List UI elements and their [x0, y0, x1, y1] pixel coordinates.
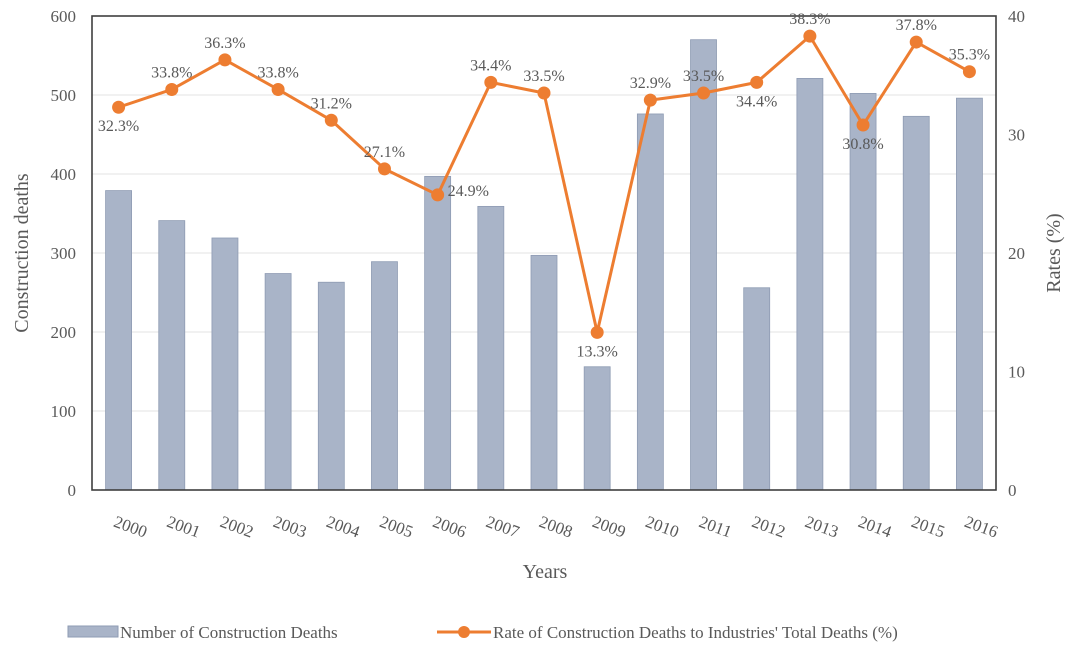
data-label: 37.8%: [896, 17, 937, 34]
x-tick-label: 2014: [856, 512, 895, 542]
bar: [956, 97, 983, 491]
left-axis-ticks: 0 100 200 300 400 500 600: [51, 7, 77, 500]
data-label: 27.1%: [364, 144, 405, 161]
line-point: [643, 93, 657, 107]
bar: [424, 175, 452, 491]
bar: [530, 254, 558, 491]
line-points: [112, 29, 976, 339]
bar: [690, 39, 717, 491]
x-tick-label: 2013: [803, 512, 841, 541]
y2-tick-label: 0: [1008, 481, 1017, 500]
data-label: 35.3%: [949, 47, 990, 64]
line-point: [484, 75, 498, 89]
bar: [636, 113, 664, 491]
y-tick-label: 500: [51, 86, 77, 105]
bar: [743, 287, 771, 491]
data-label: 33.5%: [683, 68, 724, 85]
bar: [371, 261, 398, 491]
x-axis-ticks: 2000 2001 2002 2003 2004 2005 2006 2007 2008 2009…: [111, 512, 1000, 542]
y2-tick-label: 40: [1008, 7, 1025, 26]
data-label: 24.9%: [448, 183, 489, 200]
x-tick-label: 2007: [483, 512, 522, 542]
bar: [211, 237, 239, 491]
plot-border: [91, 15, 997, 491]
line-point: [590, 325, 604, 339]
plot-frame: [91, 15, 997, 491]
y2-tick-label: 20: [1008, 244, 1025, 263]
data-label: 31.2%: [311, 95, 352, 112]
legend-line-label: Rate of Construction Deaths to Industrie…: [493, 623, 898, 642]
y-tick-label: 300: [51, 244, 77, 263]
x-tick-label: 2016: [962, 512, 1000, 541]
line-point: [962, 65, 976, 79]
y2-tick-label: 10: [1008, 363, 1025, 382]
y2-tick-label: 30: [1008, 126, 1025, 145]
x-tick-label: 2006: [430, 512, 468, 541]
data-label: 33.8%: [151, 64, 192, 81]
legend: Number of Construction Deaths Rate of Co…: [67, 623, 898, 642]
bar: [105, 190, 132, 491]
line-point: [218, 53, 232, 67]
legend-bar-label: Number of Construction Deaths: [120, 623, 338, 642]
data-label: 30.8%: [842, 136, 883, 153]
line-point: [697, 86, 711, 100]
x-tick-label: 2010: [643, 512, 681, 541]
bar: [583, 366, 611, 491]
x-tick-label: 2012: [749, 512, 787, 541]
bar: [477, 205, 505, 491]
data-label: 34.4%: [736, 93, 777, 110]
line-point: [271, 82, 285, 96]
data-label: 38.3%: [789, 11, 830, 28]
data-label: 32.9%: [630, 75, 671, 92]
x-tick-label: 2005: [377, 512, 415, 541]
line-point: [909, 35, 923, 49]
bar: [317, 281, 345, 491]
legend-line-marker: [458, 626, 470, 638]
line-point: [112, 100, 126, 114]
line-point: [377, 162, 391, 176]
x-tick-label: 2008: [537, 512, 575, 541]
data-label: 36.3%: [204, 35, 245, 52]
x-tick-label: 2009: [590, 512, 628, 541]
x-tick-label: 2011: [696, 512, 734, 541]
legend-bar-swatch: [67, 625, 119, 638]
x-tick-label: 2004: [324, 512, 363, 542]
x-tick-label: 2003: [271, 512, 309, 541]
data-labels: 32.3% 33.8% 36.3% 33.8% 31.2% 27.1% 24.9% 34.4%…: [98, 11, 990, 360]
data-label: 34.4%: [470, 57, 511, 74]
bar: [158, 220, 186, 491]
line-point: [431, 188, 445, 202]
x-axis-title: Years: [523, 561, 568, 583]
x-tick-label: 2015: [909, 512, 947, 541]
line-point: [856, 118, 870, 132]
bar: [264, 273, 292, 491]
data-label: 32.3%: [98, 118, 139, 135]
x-tick-label: 2001: [164, 512, 202, 541]
data-label: 33.5%: [523, 68, 564, 85]
y-tick-label: 0: [68, 481, 77, 500]
line-point: [165, 82, 179, 96]
y2-axis-title: Rates (%): [1043, 213, 1065, 292]
line-point: [537, 86, 551, 100]
x-tick-label: 2000: [111, 512, 149, 541]
y-tick-label: 100: [51, 402, 77, 421]
bar: [902, 115, 930, 491]
y-tick-label: 400: [51, 165, 77, 184]
line-point: [750, 75, 764, 89]
bar-series: [105, 39, 983, 491]
y-tick-label: 600: [51, 7, 77, 26]
line-point: [803, 29, 817, 43]
line-point: [324, 113, 338, 127]
right-axis-ticks: 0 10 20 30 40: [1008, 7, 1025, 500]
data-label: 13.3%: [577, 343, 618, 360]
bar: [849, 93, 877, 491]
y-tick-label: 200: [51, 323, 77, 342]
x-tick-label: 2002: [218, 512, 256, 541]
data-label: 33.8%: [257, 64, 298, 81]
bar: [796, 78, 824, 491]
y-axis-title: Construction deaths: [11, 173, 33, 333]
